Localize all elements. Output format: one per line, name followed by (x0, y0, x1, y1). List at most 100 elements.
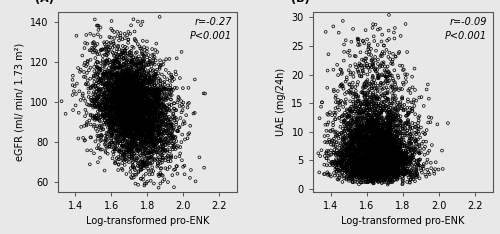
Point (108, 74, 116, 77)
Point (360, 150, 368, 154)
Point (109, 109, 117, 112)
Point (367, 154, 375, 157)
Point (112, 99, 120, 103)
Point (390, 155, 398, 159)
Point (113, 100, 121, 104)
Point (388, 166, 396, 170)
Point (93, 60, 101, 64)
Point (136, 120, 144, 124)
Point (106, 141, 114, 145)
Point (124, 79, 132, 83)
Point (355, 176, 363, 180)
Point (136, 92, 143, 96)
Point (114, 112, 122, 116)
Point (348, 132, 356, 136)
Point (122, 102, 130, 106)
Point (134, 128, 142, 132)
Point (138, 164, 146, 168)
Point (377, 86, 385, 90)
Point (372, 86, 380, 90)
Point (144, 89, 152, 93)
Point (106, 117, 114, 120)
Point (386, 156, 394, 160)
Point (348, 178, 356, 181)
Point (377, 148, 385, 152)
Point (370, 162, 378, 166)
Point (386, 172, 394, 176)
Point (134, 79, 142, 83)
Point (388, 167, 396, 171)
Point (106, 99, 114, 103)
Point (364, 66, 372, 70)
Point (359, 157, 367, 160)
Point (152, 95, 160, 98)
Point (362, 137, 370, 140)
Point (168, 121, 176, 125)
Point (146, 97, 154, 100)
Point (169, 137, 177, 140)
Point (114, 101, 122, 104)
Point (364, 161, 372, 165)
Point (118, 50, 126, 54)
Point (113, 156, 121, 160)
Point (109, 80, 117, 84)
Point (374, 134, 382, 138)
Point (168, 93, 176, 97)
Point (143, 49, 151, 53)
Point (378, 137, 386, 141)
Point (427, 166, 435, 170)
Point (358, 165, 366, 168)
Point (136, 97, 144, 101)
Point (363, 125, 371, 129)
Point (156, 105, 164, 109)
Point (360, 132, 368, 136)
Point (362, 156, 370, 160)
Point (380, 155, 388, 158)
Point (130, 112, 138, 115)
Point (384, 155, 392, 159)
Point (175, 126, 183, 129)
Point (367, 175, 375, 179)
Point (366, 63, 374, 67)
Point (150, 55, 158, 59)
Point (93, 68, 101, 72)
Point (356, 164, 364, 168)
Point (402, 168, 409, 172)
Point (383, 154, 391, 157)
Point (148, 93, 156, 97)
Point (100, 87, 108, 91)
Point (368, 180, 376, 184)
Point (144, 130, 152, 134)
Point (383, 146, 391, 150)
Point (390, 119, 398, 123)
Point (370, 180, 378, 184)
Point (385, 154, 393, 157)
Point (374, 43, 382, 47)
Point (357, 111, 365, 115)
Point (359, 174, 367, 178)
Point (134, 80, 141, 84)
Point (120, 90, 128, 94)
Point (386, 163, 394, 166)
Point (378, 109, 386, 112)
Point (384, 163, 392, 167)
Point (130, 112, 138, 116)
Point (106, 116, 114, 120)
Point (126, 130, 134, 134)
Point (146, 129, 154, 133)
Point (364, 139, 372, 142)
Point (369, 138, 377, 141)
Point (138, 60, 145, 64)
Point (94, 80, 102, 84)
Point (126, 104, 134, 108)
Point (378, 152, 386, 156)
Point (391, 147, 399, 151)
Point (136, 118, 144, 122)
Point (152, 72, 160, 76)
Point (128, 126, 136, 130)
Point (337, 99, 345, 103)
Point (114, 84, 122, 88)
Point (346, 128, 354, 132)
Point (114, 110, 122, 114)
Point (326, 163, 334, 167)
